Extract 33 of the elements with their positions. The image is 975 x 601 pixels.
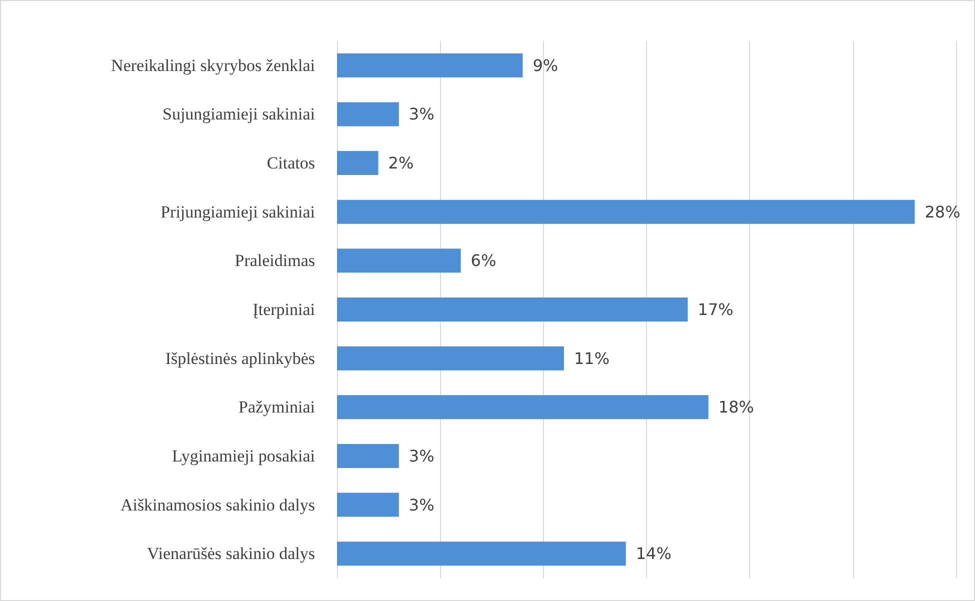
y-tick-label: Citatos [266,154,315,173]
data-label: 2% [388,154,414,173]
data-label: 28% [924,202,960,222]
bar [337,151,378,176]
bar [337,542,626,566]
y-tick-label: Nereikalingi skyrybos ženklai [111,56,316,75]
y-tick-label: Prijungiamieji sakiniai [160,202,316,222]
bar [337,200,915,224]
y-tick-label: Lyginamieji posakiai [172,446,316,466]
data-label: 3% [408,446,434,466]
bar [337,298,688,322]
y-tick-label: Aiškinamosios sakinio dalys [120,495,315,514]
bar [337,444,399,468]
y-tick-label: Pažyminiai [238,398,316,417]
data-label: 6% [470,251,496,270]
y-tick-label: Praleidimas [234,251,315,270]
bar [337,53,523,78]
y-tick-label: Sujungiamieji sakiniai [162,104,316,124]
data-label: 3% [408,104,434,124]
bar [337,395,708,420]
bar [337,492,399,517]
data-label: 18% [718,398,754,417]
y-tick-label: Išplėstinės aplinkybės [165,348,315,368]
y-tick-label: Vienarūšės sakinio dalys [147,544,315,564]
data-label: 14% [636,544,672,564]
data-label: 9% [532,56,558,75]
data-label: 17% [698,300,734,319]
data-label: 3% [408,495,434,514]
data-label: 11% [574,348,610,368]
y-tick-label: Įterpiniai [252,300,316,319]
bar [337,102,399,126]
bar [337,346,564,370]
bar [337,248,461,273]
